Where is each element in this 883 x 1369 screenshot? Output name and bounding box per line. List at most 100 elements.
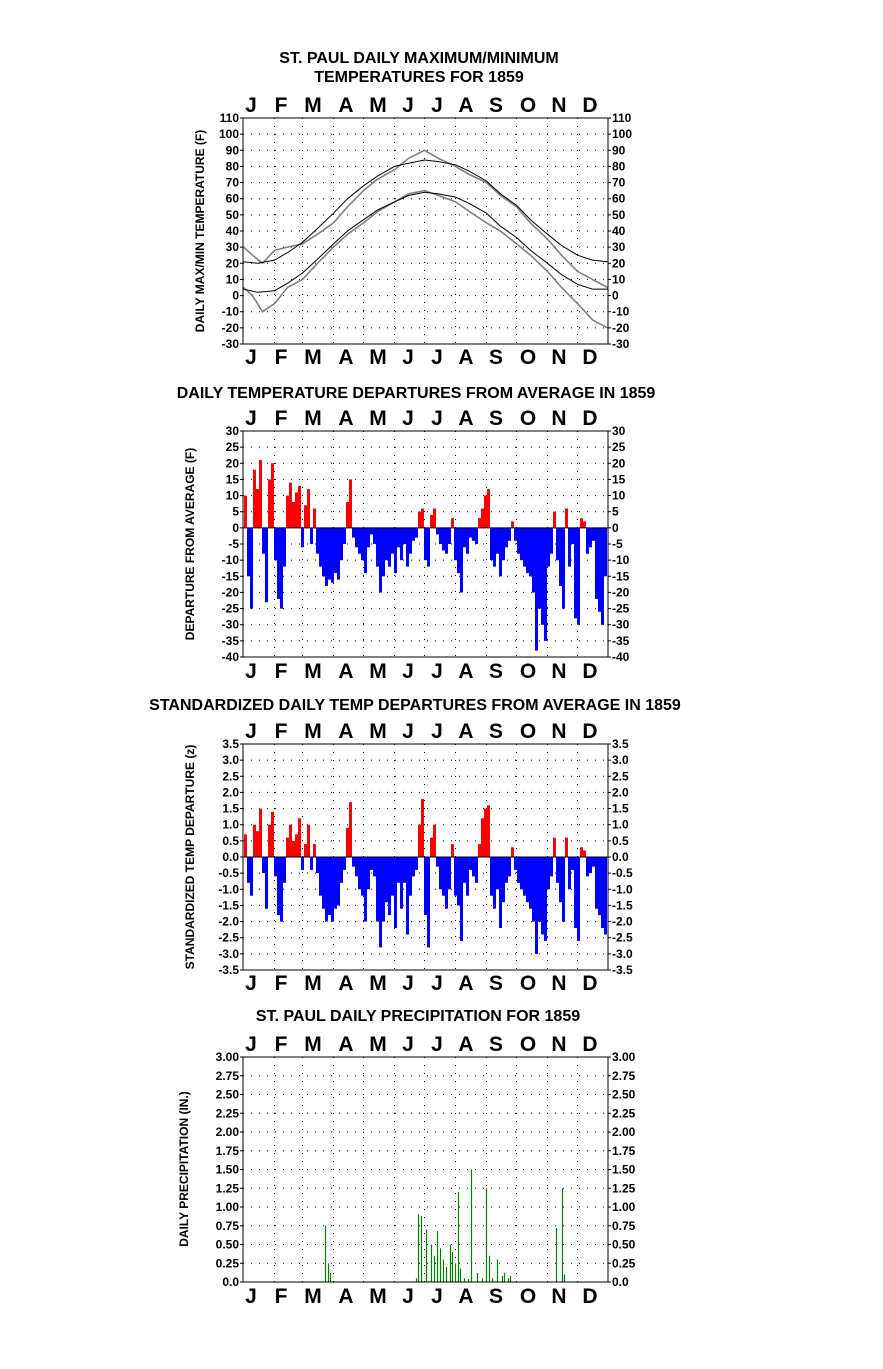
chart3-ytick-right: 3.0 xyxy=(612,753,629,767)
chart4-month-label-bot-6: J xyxy=(431,1285,443,1308)
chart2-month-label-top-5: J xyxy=(402,407,414,430)
chart4-bar xyxy=(561,1188,564,1283)
chart3-bar xyxy=(577,857,580,941)
chart1-ytick-left: 100 xyxy=(219,127,239,141)
chart2-month-label-bot-4: M xyxy=(369,660,387,683)
chart2-ytick-left: 10 xyxy=(226,489,240,503)
chart3-month-label-bot-7: A xyxy=(458,972,473,995)
chart2-bar xyxy=(508,527,511,541)
chart3-ytick-right: 2.5 xyxy=(612,769,629,783)
chart2-ytick-right: 5 xyxy=(612,505,619,519)
chart2-title: DAILY TEMPERATURE DEPARTURES FROM AVERAG… xyxy=(177,385,656,402)
chart4-ytick-right: 1.75 xyxy=(612,1144,636,1158)
chart4-bar xyxy=(491,1278,494,1283)
chart2-bar xyxy=(562,527,565,609)
chart3-bar xyxy=(382,857,385,922)
chart2-bar xyxy=(448,527,451,544)
chart2-ytick-right: 0 xyxy=(612,521,619,535)
chart4-ytick-left: 0.50 xyxy=(216,1238,240,1252)
chart2-month-label-bot-9: O xyxy=(520,660,536,683)
chart3-bar xyxy=(487,805,490,857)
chart3-bar xyxy=(427,857,430,948)
chart1-month-label-bot-8: S xyxy=(489,346,503,369)
chart3-bar xyxy=(532,857,535,922)
chart3-bar xyxy=(565,837,568,857)
chart3-ytick-right: -1.5 xyxy=(612,898,633,912)
chart3-bar xyxy=(484,808,487,857)
chart2-month-label-top-8: S xyxy=(489,407,503,430)
chart-standardized-departures: STANDARDIZED DAILY TEMP DEPARTURES FROM … xyxy=(149,697,681,995)
chart2-bar xyxy=(592,527,595,541)
chart3-month-label-top-7: A xyxy=(458,720,473,743)
chart4-bar xyxy=(463,1278,466,1283)
chart2-ytick-left: -10 xyxy=(222,553,240,567)
chart2-month-label-top-6: J xyxy=(431,407,443,430)
chart3-bar xyxy=(415,857,418,870)
chart4-month-label-bot-10: N xyxy=(551,1285,566,1308)
chart4-ytick-right: 0.25 xyxy=(612,1256,636,1270)
chart2-ytick-left: -30 xyxy=(222,618,240,632)
chart4-month-label-bot-7: A xyxy=(458,1285,473,1308)
chart3-bar xyxy=(508,857,511,877)
chart4-month-label-bot-4: M xyxy=(369,1285,387,1308)
chart3-ytick-left: -0.5 xyxy=(218,866,239,880)
chart3-bar xyxy=(343,857,346,870)
chart1-ytick-right: 20 xyxy=(612,256,626,270)
chart2-month-label-top-2: M xyxy=(304,407,322,430)
chart1-month-label-bot-4: M xyxy=(369,346,387,369)
chart4-bar xyxy=(324,1225,327,1283)
chart2-bar xyxy=(547,527,550,567)
chart1-ytick-right: 60 xyxy=(612,192,626,206)
chart4-month-label-top-3: A xyxy=(338,1033,353,1056)
chart2-ytick-right: -5 xyxy=(612,537,623,551)
chart4-month-label-bot-5: J xyxy=(402,1285,414,1308)
chart4-bar xyxy=(445,1267,448,1282)
chart3-bar xyxy=(586,857,589,877)
chart3-bar xyxy=(595,857,598,909)
chart2-bar xyxy=(298,485,301,528)
chart2-ytick-right: 25 xyxy=(612,440,626,454)
chart3-bar xyxy=(265,857,268,909)
chart4-bar xyxy=(417,1214,420,1282)
chart4-ytick-right: 1.00 xyxy=(612,1200,636,1214)
chart3-bar xyxy=(547,857,550,890)
chart1-ytick-right: -30 xyxy=(612,337,630,351)
chart3-bar xyxy=(439,857,442,890)
chart4-month-label-bot-3: A xyxy=(338,1285,353,1308)
chart4-ytick-left: 3.00 xyxy=(216,1050,240,1064)
chart2-ytick-left: -5 xyxy=(228,537,239,551)
chart3-bar xyxy=(424,857,427,916)
chart4-ytick-left: 2.75 xyxy=(216,1069,240,1083)
chart3-bar xyxy=(373,857,376,877)
chart4-bar xyxy=(449,1244,452,1282)
chart1-ytick-right: 80 xyxy=(612,159,626,173)
chart4-ytick-left: 0.75 xyxy=(216,1219,240,1233)
chart3-bar xyxy=(445,857,448,909)
chart1-month-label-top-8: S xyxy=(489,94,503,117)
chart1-ytick-left: 90 xyxy=(226,143,240,157)
chart3-ytick-left: 0.5 xyxy=(222,834,239,848)
chart2-bar xyxy=(319,527,322,567)
chart3-ytick-left: -1.0 xyxy=(218,882,239,896)
chart4-bar xyxy=(425,1229,428,1282)
chart2-bar xyxy=(442,527,445,551)
chart2-bar xyxy=(262,527,265,554)
chart3-bar xyxy=(571,857,574,870)
chart2-bar xyxy=(250,527,253,609)
chart3-month-label-top-5: J xyxy=(402,720,414,743)
chart2-bar xyxy=(331,527,334,583)
chart1-month-label-bot-6: J xyxy=(431,346,443,369)
chart3-bar xyxy=(280,857,283,922)
chart3-bar xyxy=(331,857,334,922)
chart3-bar xyxy=(481,818,484,857)
chart3-bar xyxy=(283,857,286,883)
chart4-bar xyxy=(485,1188,488,1283)
chart2-bar xyxy=(343,527,346,544)
chart3-bar xyxy=(406,857,409,935)
chart3-ytick-left: -2.5 xyxy=(218,931,239,945)
chart4-bar xyxy=(420,1216,423,1282)
chart4-bar xyxy=(327,1263,330,1283)
chart1-series-line-2 xyxy=(243,159,608,264)
chart3-bar xyxy=(385,857,388,903)
chart3-bar xyxy=(391,857,394,896)
